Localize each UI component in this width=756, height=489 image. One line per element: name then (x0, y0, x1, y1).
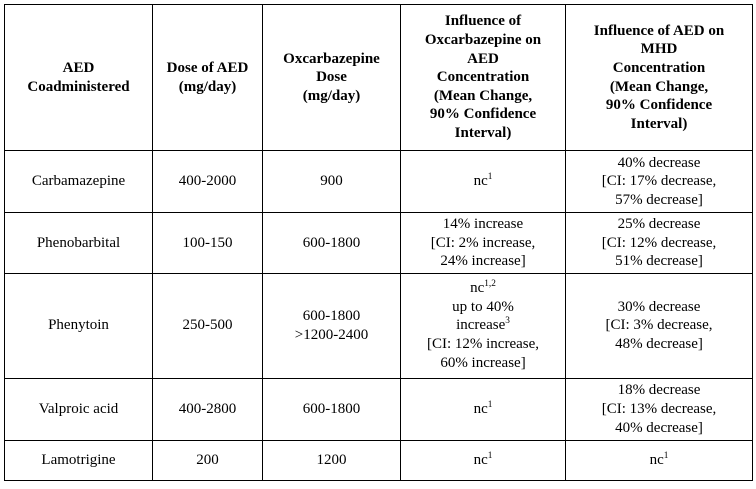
header-aed-coadministered: AED Coadministered (4, 4, 153, 151)
table-row: Phenobarbital 100-150 600-1800 14% increase… (4, 212, 753, 274)
influence-on-aed-cell: nc1 (400, 377, 566, 441)
header-aed-dose: Dose of AED (mg/day) (152, 4, 263, 151)
header-row: AED Coadministered Dose of AED (mg/day) … (4, 4, 753, 151)
aed-dose-cell: 400-2800 (152, 377, 263, 441)
influence-on-mhd-cell: 40% decrease [CI: 17% decrease, 57% decrea… (565, 150, 753, 213)
table-row: Phenytoin 250-500 600-1800 >1200-2400 nc1,2 u… (4, 272, 753, 379)
oxcarbazepine-dose-cell: 600-1800 (262, 377, 401, 441)
table-body: Carbamazepine 400-2000 900 nc1 40% decrease[… (4, 150, 753, 481)
header-influence-on-aed: Influence of Oxcarbazepine on AED Concen… (400, 4, 566, 151)
table-row: Lamotrigine 200 1200 nc1 nc1 (4, 439, 753, 481)
table-row: Carbamazepine 400-2000 900 nc1 40% decrease[… (4, 150, 753, 213)
influence-on-aed-cell: nc1 (400, 439, 566, 481)
influence-on-mhd-cell: 30% decrease [CI: 3% decrease, 48% decreas… (565, 272, 753, 379)
influence-on-aed-cell: nc1,2 up to 40% increase3 [CI: 12% increase… (400, 272, 566, 379)
aed-dose-cell: 250-500 (152, 272, 263, 379)
oxcarbazepine-dose-cell: 600-1800 >1200-2400 (262, 272, 401, 379)
aed-name-cell: Lamotrigine (4, 439, 153, 481)
influence-on-aed-cell: 14% increase [CI: 2% increase, 24% increas… (400, 212, 566, 274)
influence-on-mhd-cell: nc1 (565, 439, 753, 481)
influence-on-mhd-cell: 18% decrease [CI: 13% decrease, 40% decrea… (565, 377, 753, 441)
oxcarbazepine-dose-cell: 900 (262, 150, 401, 213)
influence-on-aed-cell: nc1 (400, 150, 566, 213)
aed-name-cell: Phenobarbital (4, 212, 153, 274)
oxcarbazepine-dose-cell: 1200 (262, 439, 401, 481)
header-influence-on-mhd: Influence of AED on MHD Concentration (M… (565, 4, 753, 151)
influence-on-mhd-cell: 25% decrease [CI: 12% decrease, 51% decrea… (565, 212, 753, 274)
aed-dose-cell: 400-2000 (152, 150, 263, 213)
aed-name-cell: Carbamazepine (4, 150, 153, 213)
header-oxcarbazepine-dose: Oxcarbazepine Dose (mg/day) (262, 4, 401, 151)
oxcarbazepine-dose-cell: 600-1800 (262, 212, 401, 274)
table-row: Valproic acid 400-2800 600-1800 nc1 18% decr… (4, 377, 753, 441)
aed-name-cell: Phenytoin (4, 272, 153, 379)
aed-dose-cell: 100-150 (152, 212, 263, 274)
aed-dose-cell: 200 (152, 439, 263, 481)
aed-interaction-table: AED Coadministered Dose of AED (mg/day) … (4, 4, 753, 481)
aed-name-cell: Valproic acid (4, 377, 153, 441)
